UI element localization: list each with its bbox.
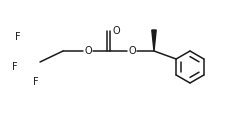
Text: F: F — [12, 62, 18, 72]
Polygon shape — [152, 30, 156, 51]
Text: O: O — [112, 26, 120, 36]
Text: F: F — [15, 32, 21, 42]
Text: O: O — [84, 46, 92, 56]
Text: F: F — [33, 77, 39, 87]
Text: O: O — [128, 46, 136, 56]
